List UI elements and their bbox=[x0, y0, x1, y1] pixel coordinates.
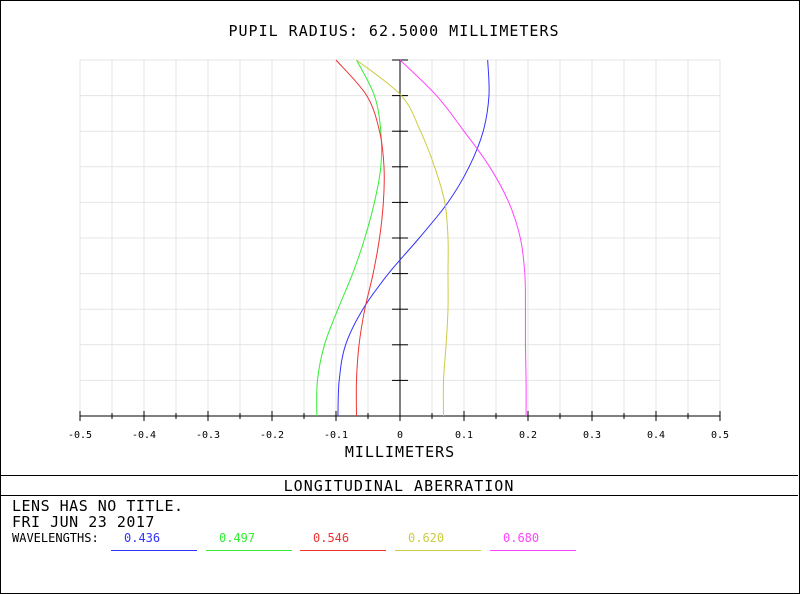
x-axis-ticks: -0.5 -0.4 -0.3 -0.2 -0.1 0 0.1 0.2 0.3 0.4 0.5 bbox=[68, 411, 729, 441]
x-tick-label: 0.3 bbox=[583, 430, 601, 441]
longitudinal-aberration-plot: PUPIL RADIUS: 62.5000 MILLIMETERS -0.5 -0… bbox=[68, 22, 729, 461]
series-line-0620 bbox=[356, 59, 449, 417]
wavelength-label-0436: 0.436 bbox=[124, 531, 161, 545]
plot-title: PUPIL RADIUS: 62.5000 MILLIMETERS bbox=[228, 22, 559, 40]
series-line-0680 bbox=[399, 59, 527, 417]
x-tick-label: 0.5 bbox=[711, 430, 729, 441]
x-axis-label: MILLIMETERS bbox=[345, 443, 455, 461]
panel-title: LONGITUDINAL ABERRATION bbox=[283, 477, 515, 495]
x-tick-label: 0.1 bbox=[455, 430, 473, 441]
x-tick-label: -0.5 bbox=[68, 430, 92, 441]
wavelength-label-0497: 0.497 bbox=[219, 531, 256, 545]
series-line-0497 bbox=[316, 59, 383, 417]
report-date: FRI JUN 23 2017 bbox=[12, 513, 155, 531]
wavelength-label-0620: 0.620 bbox=[408, 531, 445, 545]
x-tick-label: 0.2 bbox=[519, 430, 537, 441]
series-line-0436 bbox=[337, 59, 490, 417]
x-tick-label: 0 bbox=[397, 430, 403, 441]
x-tick-label: -0.3 bbox=[196, 430, 220, 441]
wavelength-line-0436 bbox=[111, 550, 197, 551]
panel-title-bar: LONGITUDINAL ABERRATION bbox=[0, 475, 798, 496]
wavelength-line-0680 bbox=[490, 550, 576, 551]
wavelengths-label: WAVELENGTHS: bbox=[12, 531, 99, 545]
x-tick-label: 0.4 bbox=[647, 430, 665, 441]
series-line-0546 bbox=[335, 59, 385, 417]
x-tick-label: -0.4 bbox=[132, 430, 156, 441]
x-tick-label: -0.1 bbox=[324, 430, 348, 441]
wavelength-label-0680: 0.680 bbox=[503, 531, 540, 545]
wavelength-line-0546 bbox=[300, 550, 386, 551]
wavelength-line-0497 bbox=[206, 550, 292, 551]
wavelength-label-0546: 0.546 bbox=[313, 531, 350, 545]
x-tick-label: -0.2 bbox=[260, 430, 284, 441]
lens-title: LENS HAS NO TITLE. bbox=[12, 497, 184, 515]
series-lines bbox=[316, 59, 527, 417]
wavelength-line-0620 bbox=[395, 550, 481, 551]
